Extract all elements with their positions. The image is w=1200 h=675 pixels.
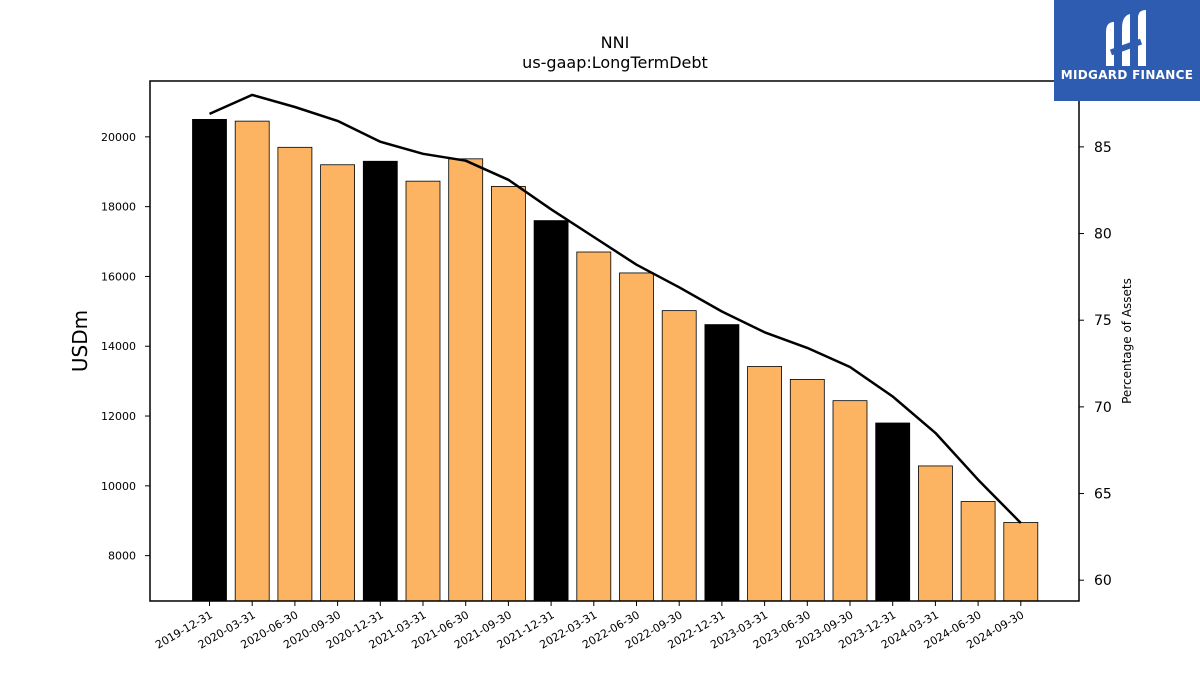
bar-2020-12-31 xyxy=(362,160,398,602)
bar-2022-03-31 xyxy=(576,251,612,602)
bar-2023-06-30 xyxy=(789,378,825,602)
bar-2019-12-31 xyxy=(192,118,227,602)
left-axis: 8000 10000 12000 14000 16000 18000 20000 xyxy=(101,131,150,563)
chart-title: NNI xyxy=(601,33,630,52)
y2-tick-label: 65 xyxy=(1094,487,1112,503)
y-tick-label: 12000 xyxy=(101,410,136,423)
bar-2024-09-30 xyxy=(1003,522,1039,602)
right-axis: 60 65 70 75 80 85 xyxy=(1079,140,1112,589)
y2-tick-label: 75 xyxy=(1094,313,1112,329)
bar-2020-03-31 xyxy=(234,120,270,602)
y2-axis-label: Percentage of Assets xyxy=(1120,278,1134,404)
line-group xyxy=(208,93,1022,524)
bar-2022-12-31 xyxy=(704,324,740,602)
x-axis: 2019-12-312020-03-312020-06-302020-09-30… xyxy=(153,601,1026,652)
brand-logo: MIDGARD FINANCE xyxy=(1054,0,1200,101)
midgard-logo-icon xyxy=(1106,10,1146,66)
bar-2022-06-30 xyxy=(619,272,654,602)
bar-2021-12-31 xyxy=(533,220,569,602)
bar-2024-03-31 xyxy=(918,465,953,602)
bar-2021-03-31 xyxy=(405,180,441,602)
y2-tick-label: 80 xyxy=(1094,227,1112,243)
logo-text: MIDGARD FINANCE xyxy=(1060,68,1194,82)
y-tick-label: 14000 xyxy=(101,340,136,353)
bar-2023-09-30 xyxy=(832,400,868,602)
y-tick-label: 10000 xyxy=(101,480,136,493)
bars-group xyxy=(192,118,1039,602)
y2-tick-label: 60 xyxy=(1094,573,1112,589)
y-tick-label: 20000 xyxy=(101,131,136,144)
y-tick-label: 18000 xyxy=(101,201,136,214)
bar-2021-06-30 xyxy=(448,158,484,602)
y2-tick-label: 85 xyxy=(1094,140,1112,156)
y-axis-label: USDm xyxy=(68,310,92,372)
y2-tick-label: 70 xyxy=(1094,400,1112,416)
bar-2022-09-30 xyxy=(661,310,697,602)
bar-2023-03-31 xyxy=(747,366,782,602)
plot-frame xyxy=(149,80,1080,602)
chart-subtitle: us-gaap:LongTermDebt xyxy=(522,53,708,72)
percentage-line xyxy=(208,93,1022,524)
bar-2020-09-30 xyxy=(320,164,356,602)
bar-2021-09-30 xyxy=(490,185,526,602)
bar-2023-12-31 xyxy=(875,422,911,602)
y-tick-label: 8000 xyxy=(108,550,136,563)
bar-2020-06-30 xyxy=(277,146,313,602)
y-tick-label: 16000 xyxy=(101,270,136,283)
bar-2024-06-30 xyxy=(960,501,996,602)
